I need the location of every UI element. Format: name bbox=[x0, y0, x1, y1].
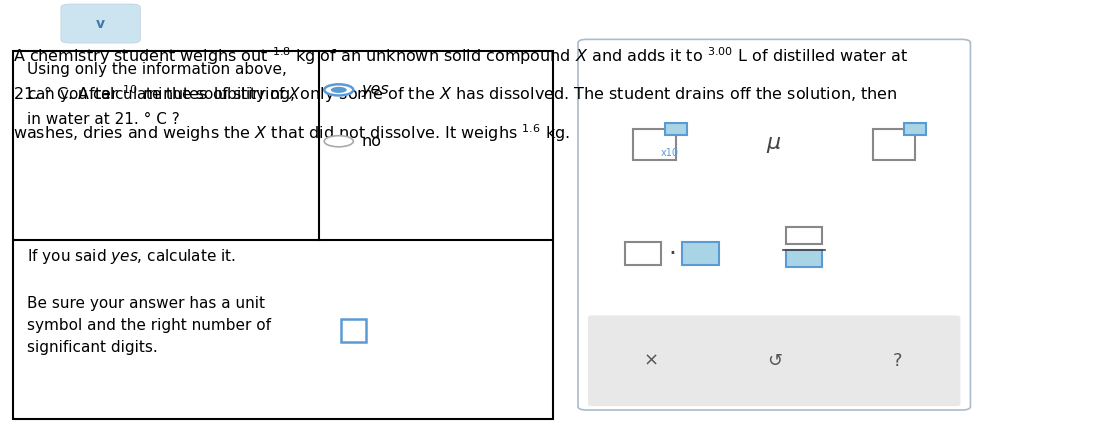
Text: washes, dries and weighs the $\mathit{X}$ that did not dissolve. It weighs $\mat: washes, dries and weighs the $\mathit{X}… bbox=[13, 122, 570, 144]
Bar bbox=[873, 129, 916, 160]
Text: v: v bbox=[96, 17, 105, 30]
Bar bbox=[625, 242, 661, 265]
Text: 21. ° C. After $\mathsf{^{10}}$ minutes of stirring, only some of the $\mathit{X: 21. ° C. After $\mathsf{^{10}}$ minutes … bbox=[13, 83, 898, 105]
Text: A chemistry student weighs out $\mathsf{^{1.8}}$ kg of an unknown solid compound: A chemistry student weighs out $\mathsf{… bbox=[13, 45, 909, 67]
Bar bbox=[786, 227, 822, 244]
Text: ↺: ↺ bbox=[767, 352, 781, 370]
Bar bbox=[633, 129, 675, 160]
Text: $\mu$: $\mu$ bbox=[767, 135, 781, 155]
Text: x10: x10 bbox=[661, 148, 679, 158]
Text: yes: yes bbox=[361, 82, 389, 98]
Text: Using only the information above,
can you calculate the solubility of $\mathit{X: Using only the information above, can yo… bbox=[27, 62, 302, 127]
Text: ×: × bbox=[643, 352, 659, 370]
FancyBboxPatch shape bbox=[578, 39, 970, 410]
FancyBboxPatch shape bbox=[60, 4, 141, 43]
Bar bbox=[664, 123, 686, 135]
Bar bbox=[13, 51, 553, 419]
FancyBboxPatch shape bbox=[588, 315, 960, 406]
Bar bbox=[786, 250, 822, 267]
Text: If you said $\mathit{yes}$, calculate it.

Be sure your answer has a unit
symbol: If you said $\mathit{yes}$, calculate it… bbox=[27, 247, 271, 355]
Bar bbox=[682, 242, 719, 265]
Text: ·: · bbox=[669, 242, 676, 266]
Circle shape bbox=[331, 87, 347, 93]
Text: no: no bbox=[361, 134, 381, 149]
Circle shape bbox=[324, 84, 353, 95]
Bar bbox=[904, 123, 927, 135]
Circle shape bbox=[324, 136, 353, 147]
Bar bbox=[341, 319, 366, 342]
Text: ?: ? bbox=[893, 352, 902, 370]
